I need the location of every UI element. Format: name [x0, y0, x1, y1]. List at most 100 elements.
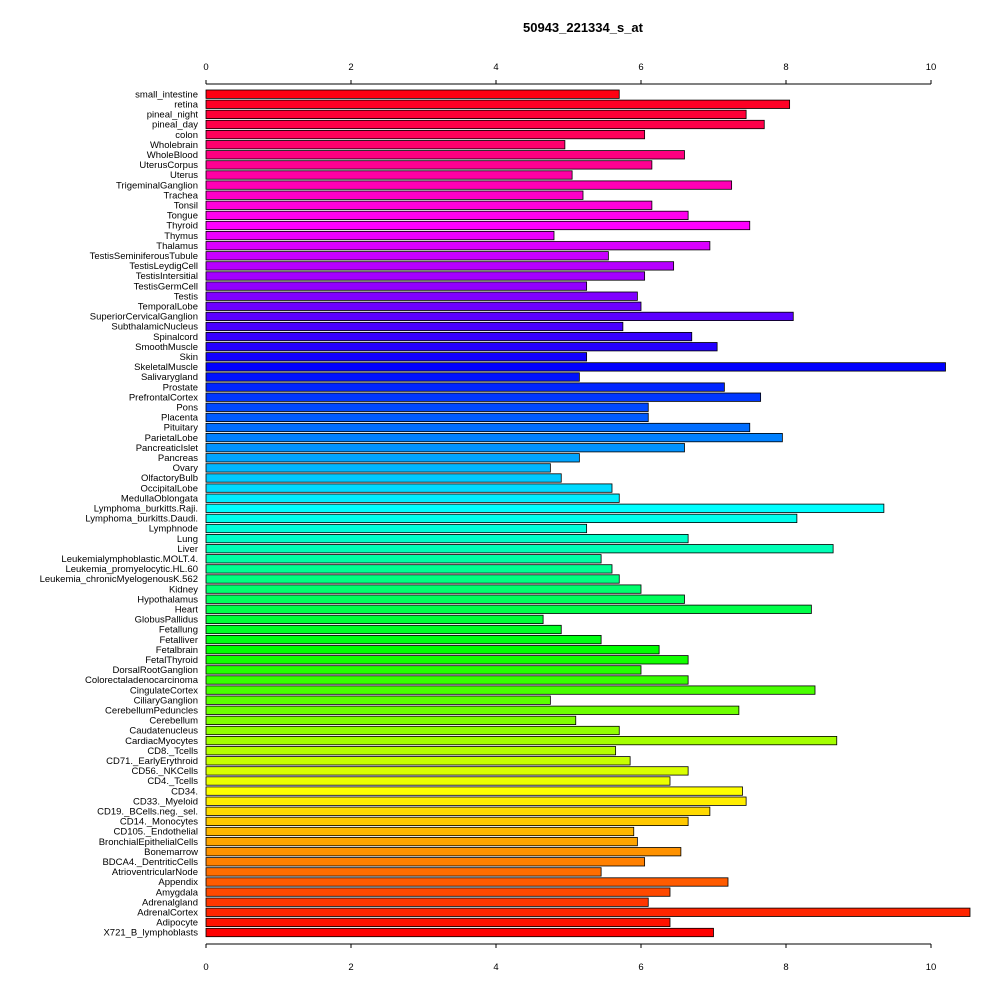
bar-75 [205, 847, 682, 857]
category-label-52: GlobusPallidus [135, 615, 199, 626]
bar-69 [205, 786, 743, 796]
bar-46 [205, 554, 602, 564]
x-tick-label-top: 6 [638, 62, 643, 73]
bar-3 [205, 119, 765, 130]
bar-25 [205, 342, 718, 352]
category-label-42: Lymphoma_burkitts.Daudi. [85, 514, 198, 525]
bar-0 [205, 89, 620, 99]
category-label-74: BronchialEpithelialCells [99, 837, 199, 848]
category-label-25: SmoothMuscle [135, 342, 198, 353]
category-label-18: TestisIntersitial [136, 271, 198, 282]
category-label-54: Fetalliver [159, 635, 198, 646]
bar-2 [205, 109, 747, 119]
bar-50 [205, 594, 685, 604]
category-label-40: MedullaOblongata [121, 493, 199, 504]
category-label-67: CD56._NKCells [131, 766, 198, 777]
bar-32 [205, 412, 649, 423]
category-label-15: Thalamus [156, 241, 198, 252]
bar-21 [205, 301, 642, 311]
category-label-77: AtrioventricularNode [112, 867, 198, 878]
category-label-79: Amygdala [156, 887, 199, 898]
category-label-12: Tongue [167, 211, 198, 222]
bar-58 [205, 675, 689, 685]
category-label-26: Skin [180, 352, 198, 363]
bar-76 [205, 857, 646, 867]
bar-63 [205, 725, 620, 736]
category-label-2: pineal_night [147, 110, 199, 121]
bar-74 [205, 837, 638, 847]
category-label-37: Ovary [173, 463, 199, 474]
bar-80 [205, 897, 649, 907]
bar-48 [205, 574, 620, 584]
x-tick-label-bottom: 6 [638, 962, 643, 973]
bar-34 [205, 432, 783, 443]
bar-60 [205, 695, 551, 705]
category-label-81: AdrenalCortex [137, 908, 198, 919]
category-label-59: CingulateCortex [130, 685, 198, 696]
category-label-69: CD34. [171, 786, 198, 797]
bar-31 [205, 402, 649, 412]
category-label-47: Leukemia_promyelocytic.HL.60 [65, 564, 198, 575]
bar-44 [205, 534, 689, 544]
category-label-60: CiliaryGanglion [134, 695, 198, 706]
bar-78 [205, 877, 729, 887]
category-label-20: Testis [174, 291, 199, 302]
bar-77 [205, 867, 602, 877]
bar-19 [205, 281, 588, 291]
category-label-44: Lung [177, 534, 198, 545]
bar-36 [205, 453, 580, 463]
category-label-61: CerebellumPeduncles [105, 706, 198, 717]
category-label-65: CD8._Tcells [147, 746, 198, 757]
bar-4 [205, 129, 646, 140]
bar-42 [205, 513, 798, 524]
category-label-31: Pons [176, 403, 198, 414]
bar-7 [205, 160, 653, 170]
bar-66 [205, 756, 631, 766]
bar-24 [205, 331, 693, 342]
category-label-0: small_intestine [135, 89, 198, 100]
bar-22 [205, 311, 794, 322]
bar-23 [205, 321, 624, 332]
bar-9 [205, 180, 733, 190]
category-label-21: TemporalLobe [138, 302, 198, 313]
bar-29 [205, 382, 725, 392]
category-label-75: Bonemarrow [144, 847, 198, 858]
bar-71 [205, 806, 711, 816]
bar-41 [205, 503, 885, 513]
category-label-43: Lymphnode [149, 524, 198, 535]
category-label-57: DorsalRootGanglion [112, 665, 198, 676]
bar-43 [205, 523, 588, 534]
category-label-51: Heart [175, 605, 199, 616]
bar-18 [205, 271, 646, 281]
category-label-56: FetalThyroid [145, 655, 198, 666]
category-label-83: X721_B_lymphoblasts [103, 928, 198, 939]
category-label-14: Thymus [164, 231, 198, 242]
x-tick-label-bottom: 0 [203, 962, 208, 973]
x-tick-label-bottom: 8 [783, 962, 788, 973]
category-label-55: Fetalbrain [156, 645, 198, 656]
category-label-53: Fetallung [159, 625, 198, 636]
category-label-36: Pancreas [158, 453, 198, 464]
bar-57 [205, 665, 642, 675]
x-tick-label-top: 2 [348, 62, 353, 73]
category-label-46: Leukemialymphoblastic.MOLT.4. [61, 554, 198, 565]
category-label-34: ParietalLobe [145, 433, 198, 444]
category-label-66: CD71._EarlyErythroid [106, 756, 198, 767]
category-label-22: SuperiorCervicalGanglion [90, 312, 198, 323]
category-label-32: Placenta [161, 413, 199, 424]
category-label-49: Kidney [169, 584, 198, 595]
category-label-38: OlfactoryBulb [141, 473, 198, 484]
category-label-50: Hypothalamus [137, 594, 198, 605]
category-label-78: Appendix [158, 877, 198, 888]
category-label-58: Colorectaladenocarcinoma [85, 675, 199, 686]
category-label-64: CardiacMyocytes [125, 736, 198, 747]
bar-81 [205, 907, 971, 917]
category-label-17: TestisLeydigCell [129, 261, 198, 272]
category-label-73: CD105._Endothelial [113, 827, 198, 838]
bar-14 [205, 230, 555, 241]
bar-72 [205, 816, 689, 827]
x-tick-label-bottom: 2 [348, 962, 353, 973]
bar-70 [205, 796, 747, 806]
category-label-29: Prostate [163, 382, 198, 393]
bar-52 [205, 614, 544, 625]
